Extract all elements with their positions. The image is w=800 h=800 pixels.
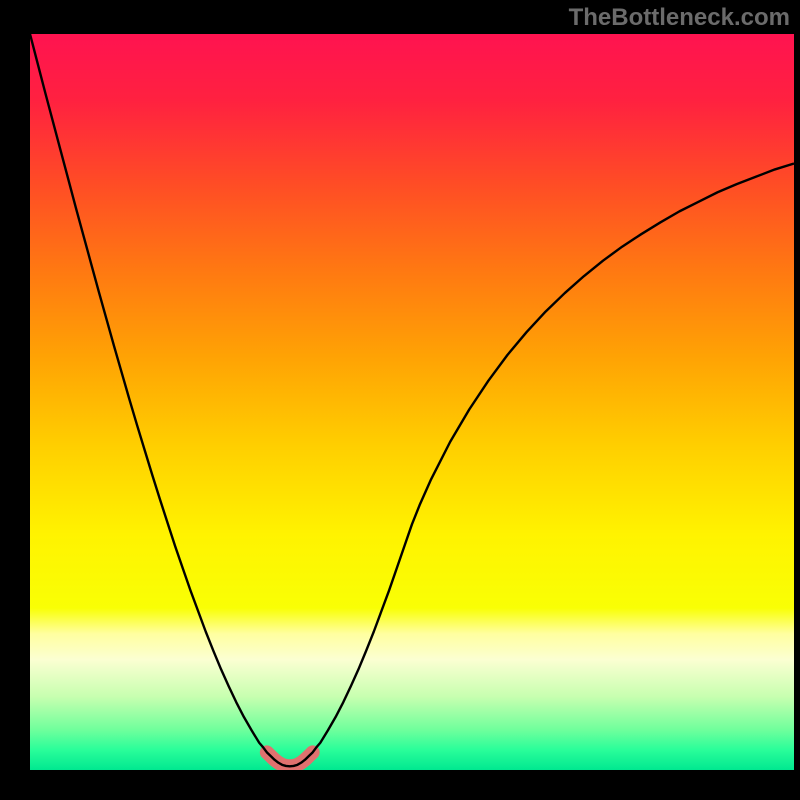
bottleneck-chart: [30, 34, 794, 770]
chart-background: [30, 34, 794, 770]
watermark-text: TheBottleneck.com: [569, 4, 790, 32]
